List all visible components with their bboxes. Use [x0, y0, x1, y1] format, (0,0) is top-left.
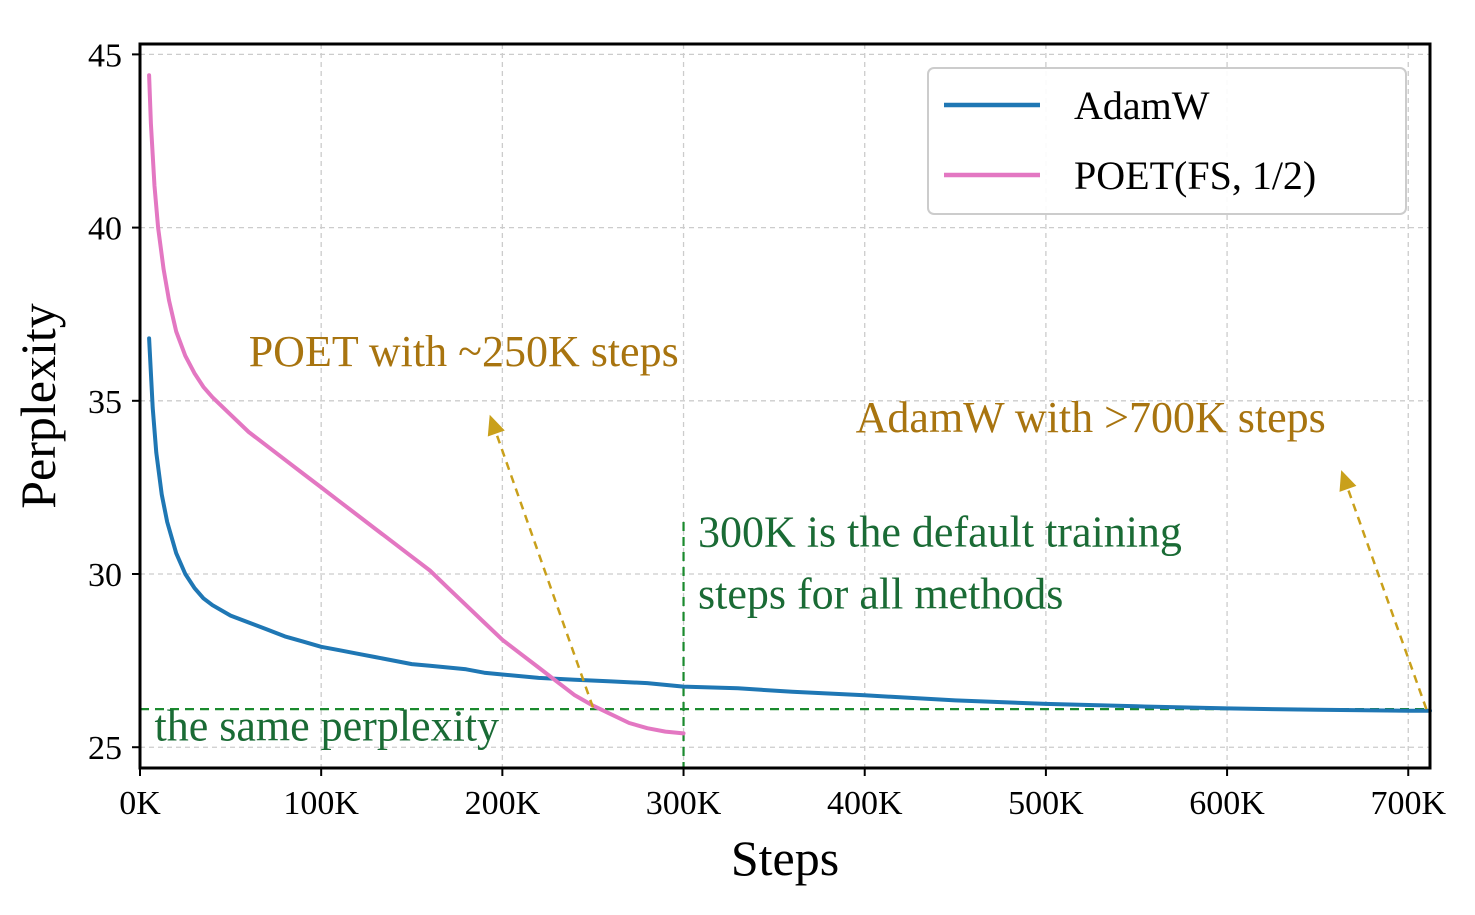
legend-label: POET(FS, 1/2) — [1074, 153, 1316, 198]
x-tick-label: 500K — [1008, 785, 1084, 822]
x-tick-label: 700K — [1370, 785, 1446, 822]
legend-label: AdamW — [1074, 83, 1210, 128]
annotation-text: steps for all methods — [698, 570, 1063, 619]
y-tick-label: 35 — [88, 384, 122, 421]
y-tick-label: 45 — [88, 37, 122, 74]
x-tick-label: 300K — [646, 785, 722, 822]
annotation-text: the same perplexity — [154, 701, 499, 750]
legend-box — [927, 67, 1407, 215]
x-tick-label: 600K — [1189, 785, 1265, 822]
y-tick-label: 30 — [88, 557, 122, 594]
annotation-arrow-shaft — [495, 433, 595, 708]
y-tick-label: 40 — [88, 211, 122, 248]
x-axis-title: Steps — [731, 830, 839, 886]
annotation-arrows — [487, 414, 1428, 710]
plot-frame — [138, 42, 1432, 770]
series-group — [147, 73, 1432, 736]
series-line-0 — [147, 336, 1432, 713]
ticks: 0K 100K 200K 300K 400K 500K 600K 700K 25 30 35 40 45 — [88, 37, 1446, 822]
annotation-arrow-head — [487, 414, 505, 437]
y-axis-title: Perplexity — [10, 303, 66, 509]
annotations: POET with ~250K steps AdamW with >700K st… — [154, 327, 1325, 750]
x-tick-label: 400K — [827, 785, 903, 822]
legend: AdamW POET(FS, 1/2) — [927, 67, 1407, 215]
x-tick-label: 100K — [283, 785, 359, 822]
annotation-text: AdamW with >700K steps — [856, 393, 1326, 442]
annotation-text: POET with ~250K steps — [249, 327, 679, 376]
y-tick-label: 25 — [88, 730, 122, 767]
annotation-text: 300K is the default training — [698, 507, 1182, 556]
series-line-1 — [147, 73, 686, 736]
annotation-arrow-head — [1339, 470, 1357, 492]
x-tick-label: 0K — [119, 785, 161, 822]
reference-lines — [140, 522, 1430, 768]
x-tick-label: 200K — [465, 785, 541, 822]
annotation-arrow-shaft — [1346, 488, 1428, 710]
